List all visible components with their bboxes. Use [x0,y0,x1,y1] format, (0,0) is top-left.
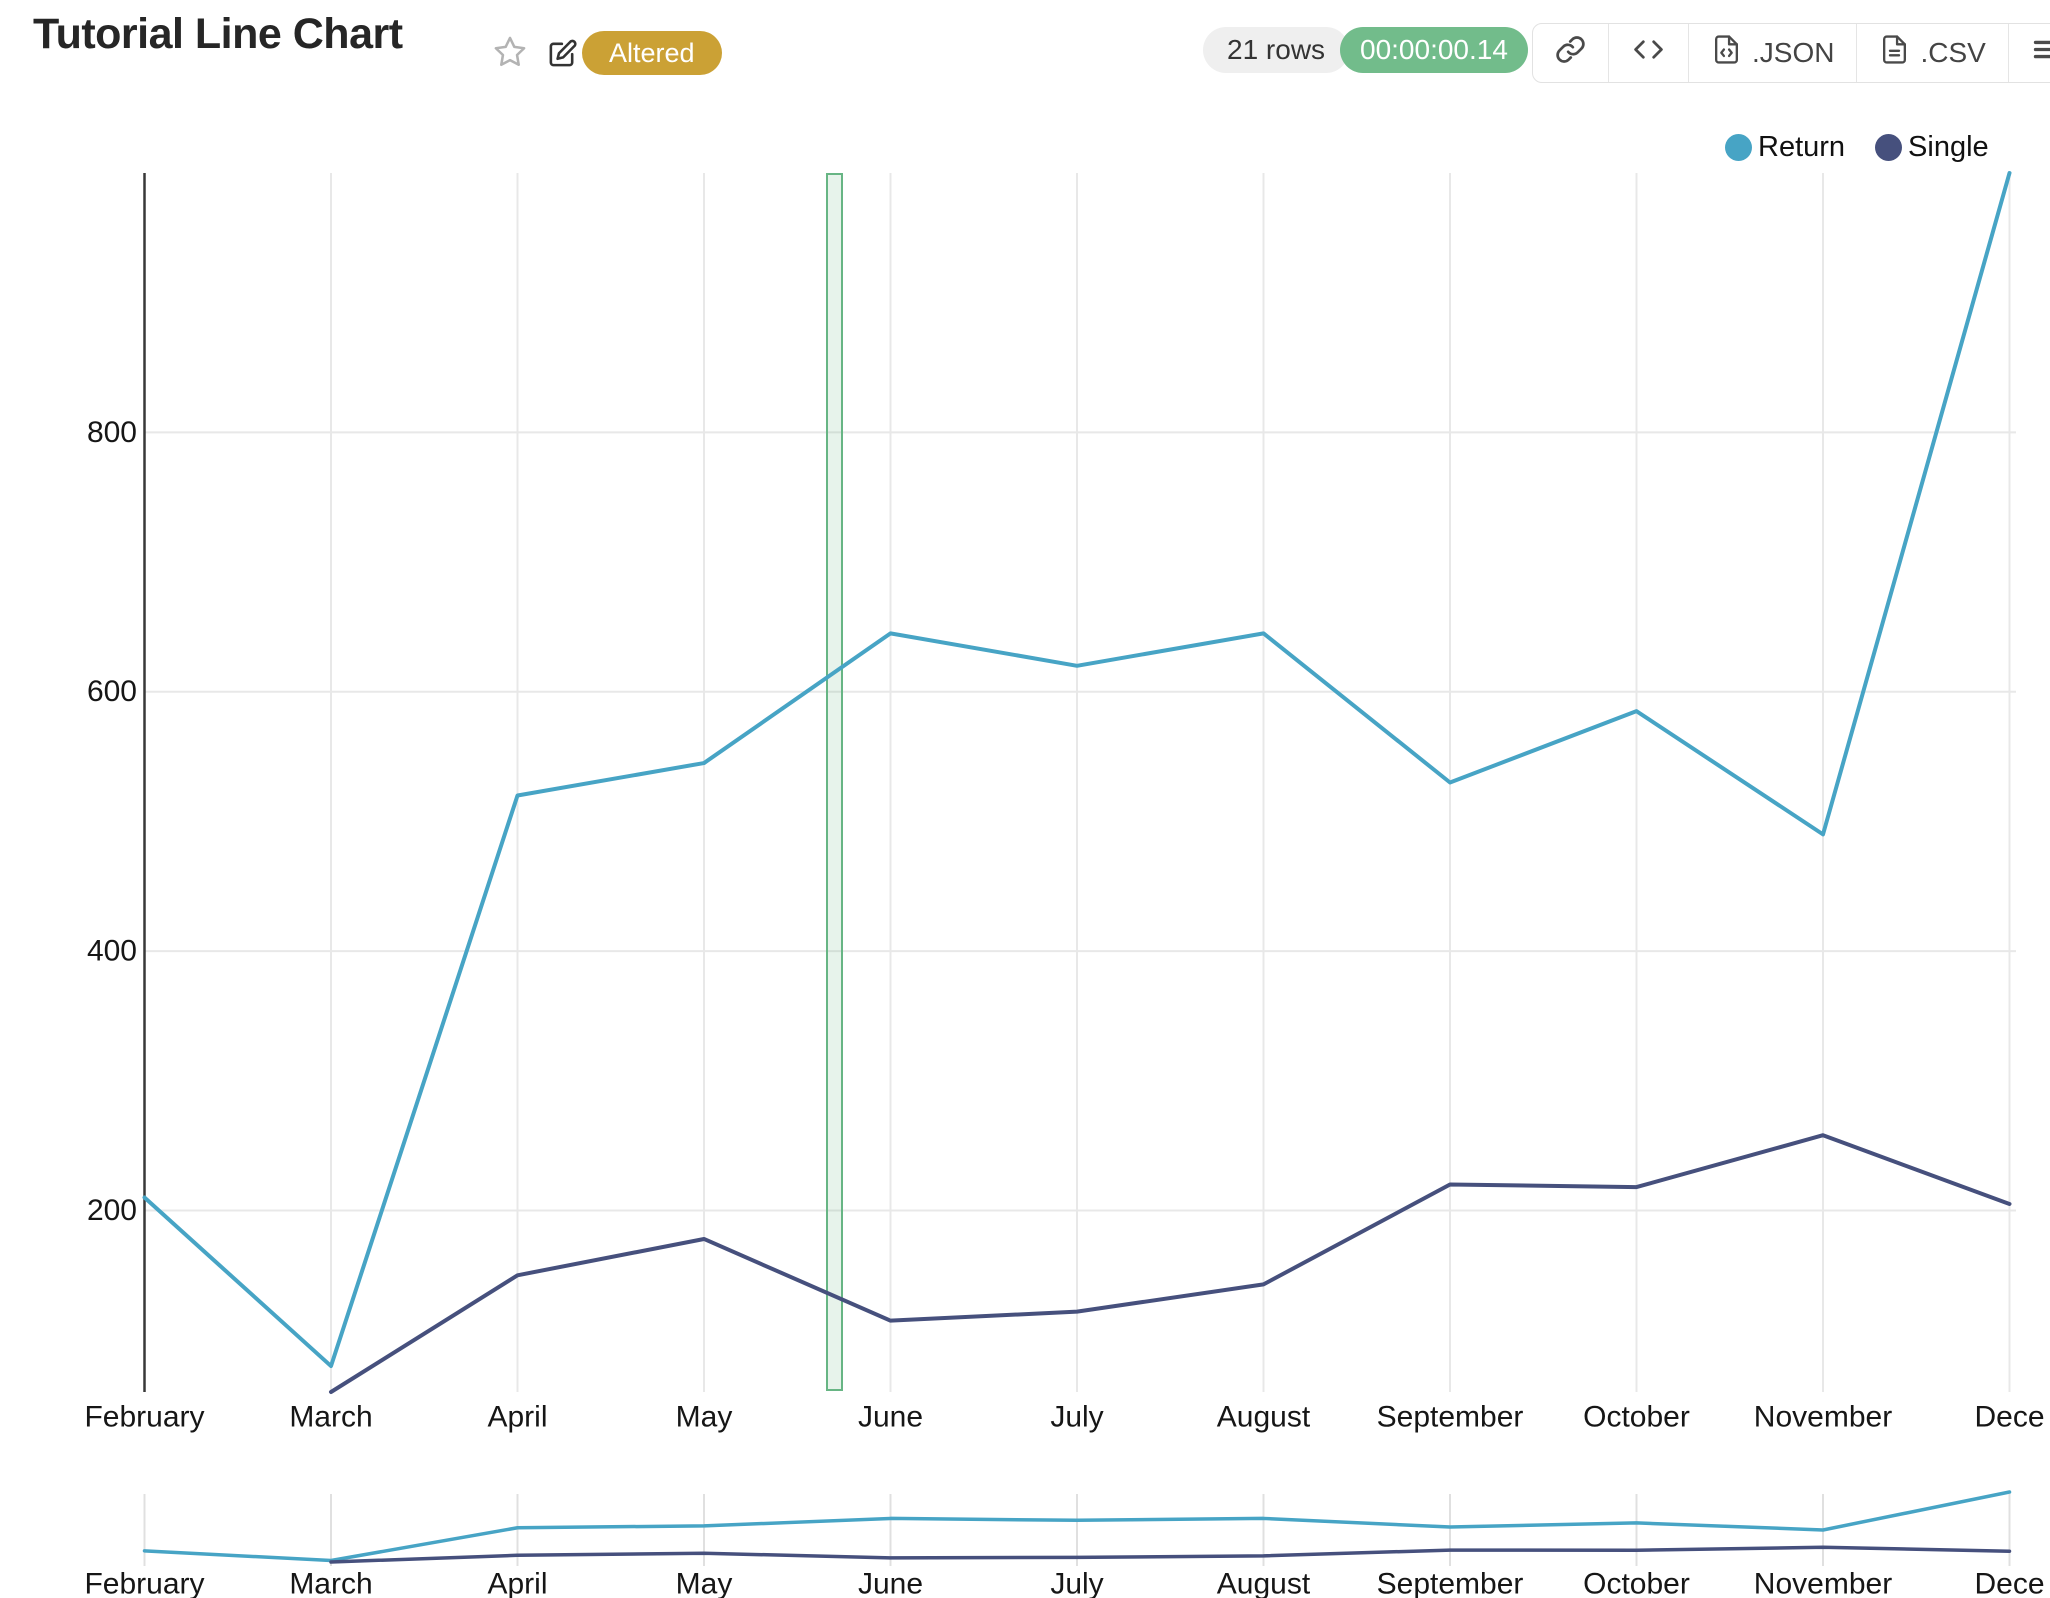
page-title: Tutorial Line Chart [33,10,403,58]
overview-x-label: July [1050,1568,1103,1598]
code-icon [1631,34,1666,72]
svg-text:August: August [1217,1401,1311,1434]
status-badge: Altered [582,31,722,75]
overview-x-label: February [84,1568,204,1598]
svg-text:400: 400 [87,935,137,968]
svg-text:800: 800 [87,416,137,449]
single-overview-line [329,1545,2012,1564]
svg-text:200: 200 [87,1194,137,1227]
download-csv-button[interactable]: .CSV [1856,24,2007,82]
share-link-button[interactable] [1533,24,1608,82]
svg-text:600: 600 [87,675,137,708]
svg-text:July: July [1050,1401,1103,1434]
selected-region-band[interactable] [826,173,843,1391]
file-text-icon [1879,34,1910,72]
favorite-star-icon[interactable] [492,34,528,70]
file-code-icon [1711,34,1742,72]
hamburger-menu-icon [2031,34,2050,72]
svg-text:June: June [858,1401,923,1434]
overview-x-label: September [1377,1568,1524,1598]
overview-x-label: April [487,1568,547,1598]
menu-button[interactable] [2007,24,2050,82]
svg-text:May: May [676,1401,733,1434]
overview-x-label: March [289,1568,372,1598]
x-tick-labels: February March April May June July August Septe… [84,1401,2044,1434]
legend-item-return[interactable]: Return [1725,131,1845,164]
overview-x-label: June [858,1568,923,1598]
return-series-dot [1725,134,1752,161]
legend-label-return: Return [1758,131,1846,163]
link-icon [1555,34,1586,72]
runtime-badge: 00:00:00.14 [1340,27,1528,73]
row-count-badge: 21 rows [1203,27,1350,73]
embed-code-button[interactable] [1608,24,1688,82]
svg-text:Dece: Dece [1974,1401,2044,1434]
svg-text:September: September [1377,1401,1524,1434]
return-series-line[interactable] [142,171,2012,1369]
edit-pencil-icon[interactable] [547,38,578,69]
overview-brush-chart[interactable]: February March April May June July August Septe… [84,1490,2045,1598]
overview-x-label: May [676,1568,733,1598]
svg-text:October: October [1583,1401,1690,1434]
overview-x-label: Dece [1974,1568,2044,1598]
chart-legend: Return Single [1725,131,1989,164]
single-series-dot [1875,134,1903,161]
return-overview-line [142,1490,2012,1563]
overview-x-label: August [1217,1568,1311,1598]
legend-item-single[interactable]: Single [1875,131,1989,164]
x-gridlines [330,173,2011,1392]
download-json-button[interactable]: .JSON [1688,24,1856,82]
y-gridlines [145,431,2016,1212]
single-series-line[interactable] [329,1133,2012,1394]
svg-text:April: April [487,1401,547,1434]
svg-text:February: February [84,1401,204,1434]
legend-label-single: Single [1908,131,1989,163]
svg-text:March: March [289,1401,372,1434]
overview-x-label: November [1754,1568,1892,1598]
svg-text:November: November [1754,1401,1892,1434]
csv-label: .CSV [1920,37,1986,68]
y-tick-labels: 200 400 600 800 [87,416,137,1227]
export-toolbar: .JSON .CSV [1532,23,2050,83]
json-label: .JSON [1752,37,1835,68]
overview-x-label: October [1583,1568,1690,1598]
